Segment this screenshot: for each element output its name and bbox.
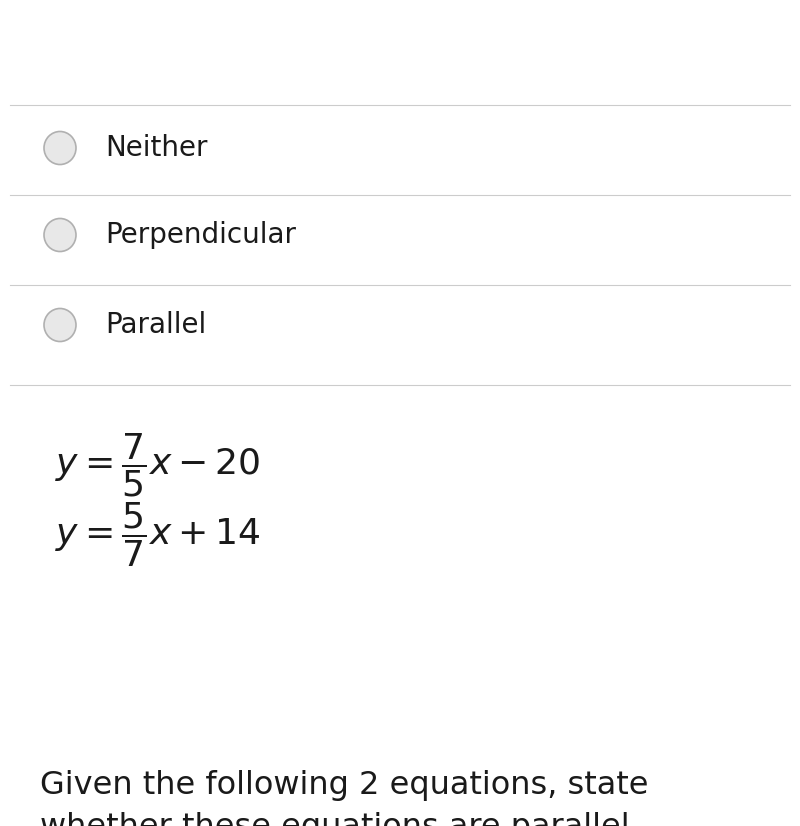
Ellipse shape (44, 308, 76, 341)
Text: Neither: Neither (105, 134, 207, 162)
Text: Perpendicular: Perpendicular (105, 221, 296, 249)
Text: $y = \dfrac{7}{5}x - 20$: $y = \dfrac{7}{5}x - 20$ (55, 431, 261, 499)
Ellipse shape (44, 131, 76, 164)
Text: Parallel: Parallel (105, 311, 206, 339)
Ellipse shape (44, 219, 76, 252)
Text: $y = \dfrac{5}{7}x + 14$: $y = \dfrac{5}{7}x + 14$ (55, 501, 261, 569)
Text: Given the following 2 equations, state
whether these equations are parallel,
per: Given the following 2 equations, state w… (40, 770, 649, 826)
